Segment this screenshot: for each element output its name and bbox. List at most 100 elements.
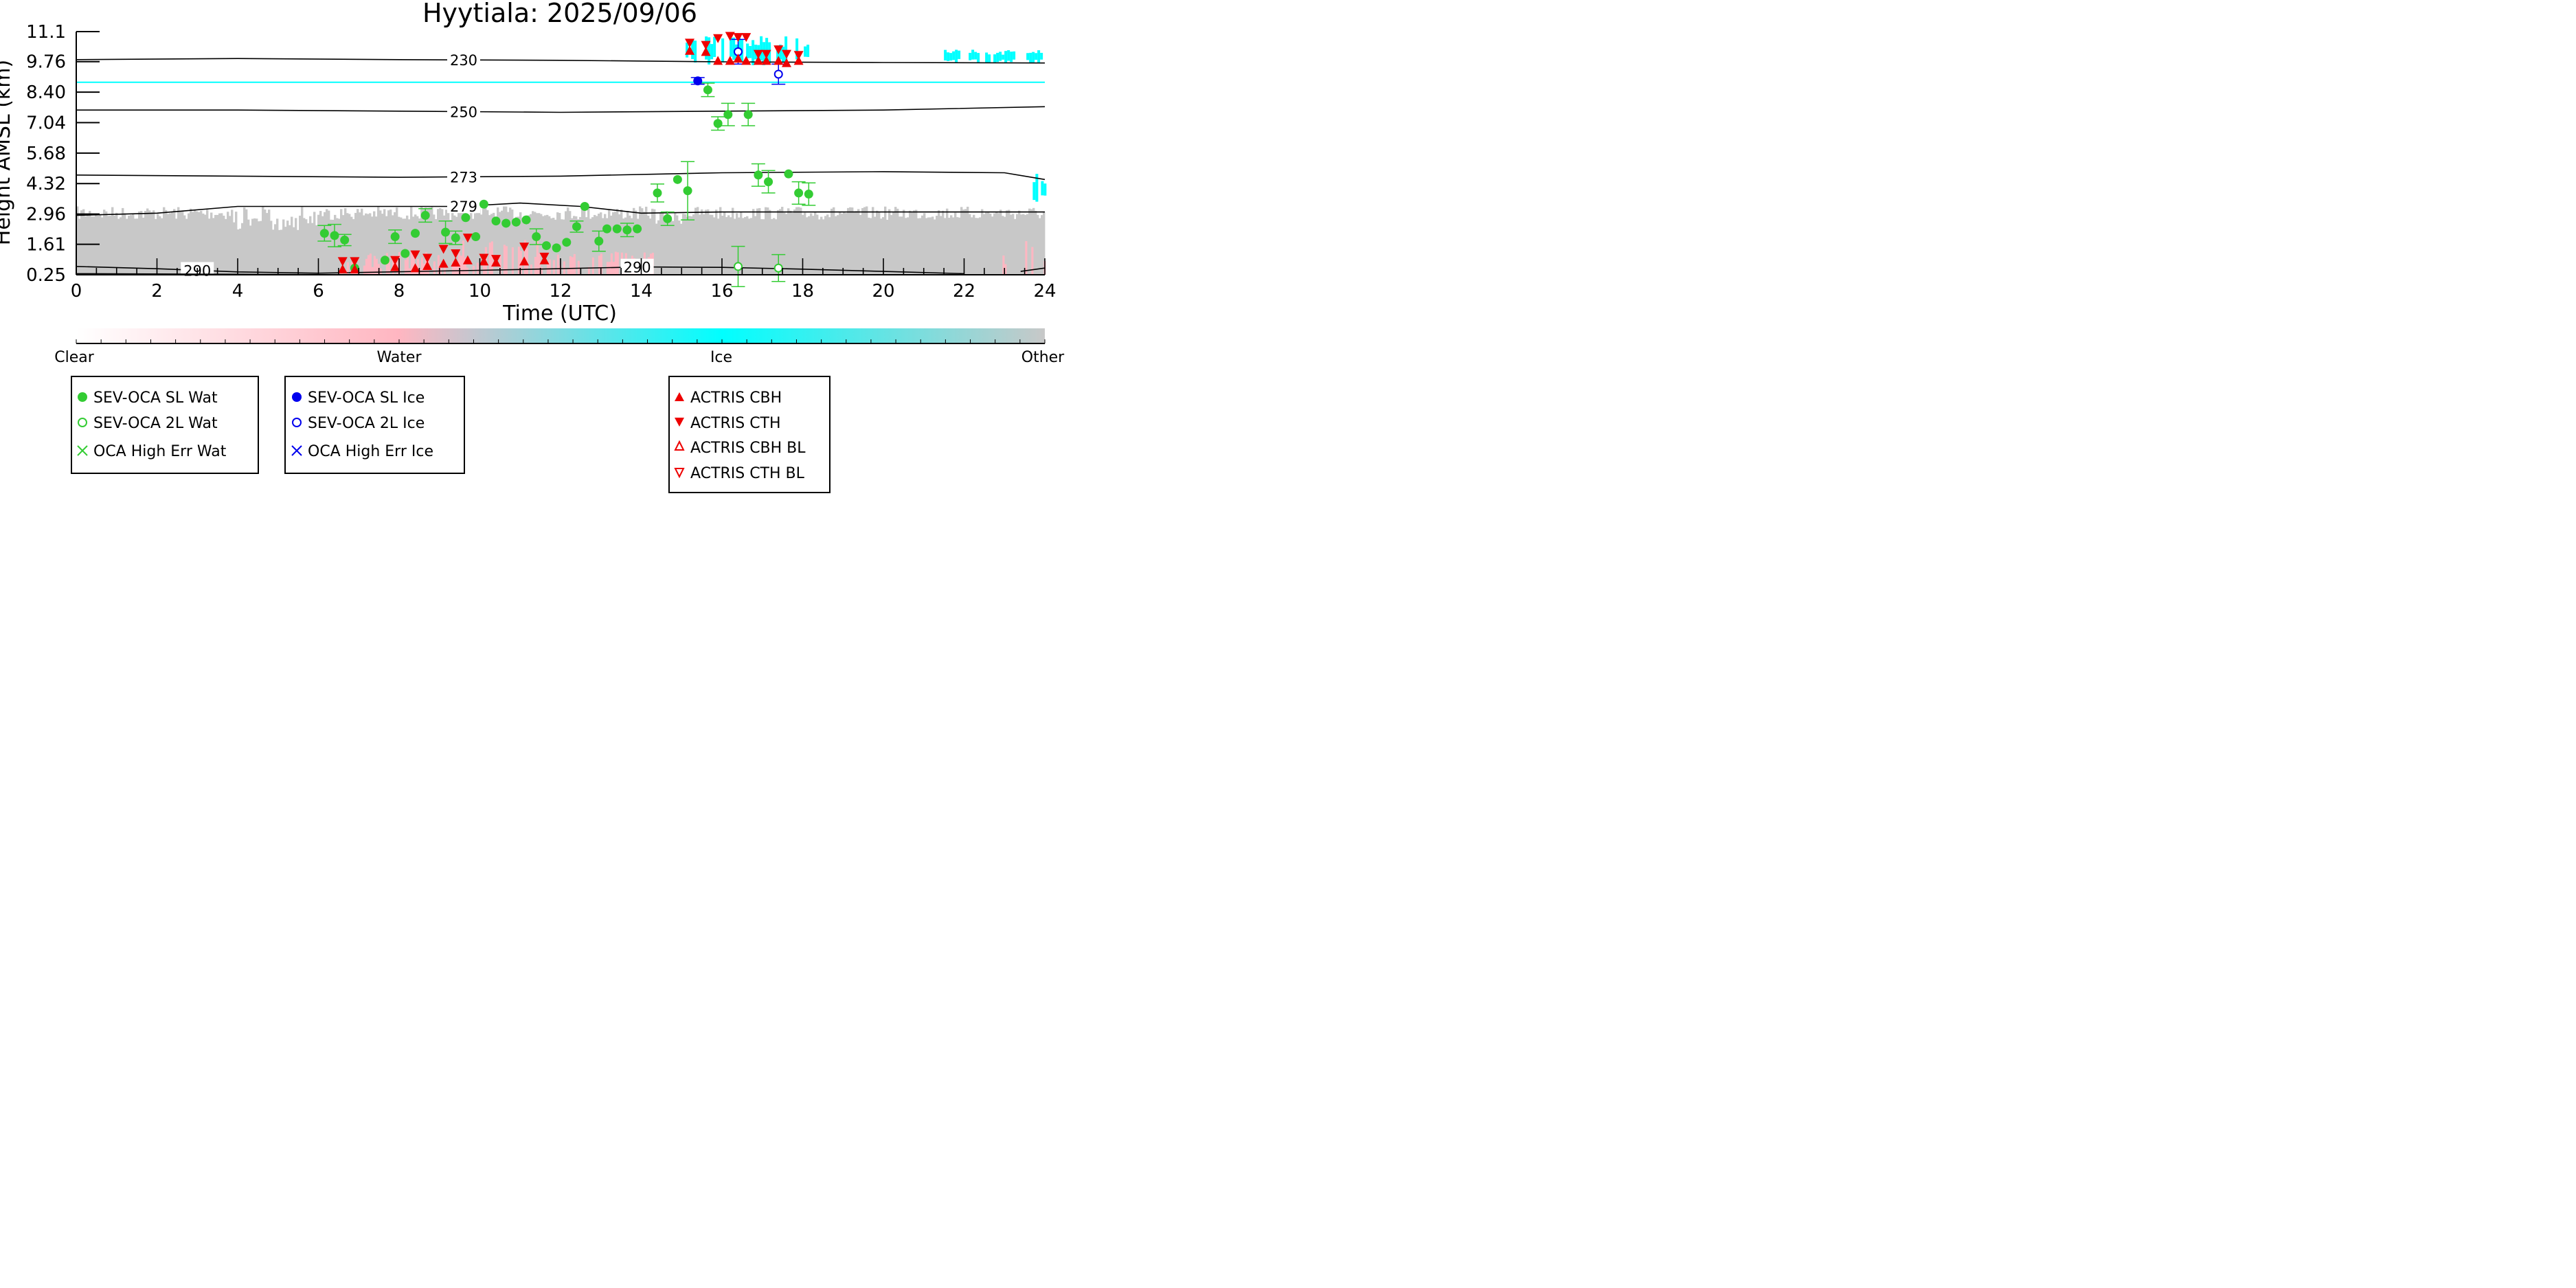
class-water-column (1004, 264, 1007, 275)
class-other-column (408, 219, 411, 275)
class-other-column (357, 209, 359, 275)
class-other-column (307, 223, 310, 275)
chart-title: Hyytiala: 2025/09/06 (422, 0, 697, 28)
legend-label-2l-ice: SEV-OCA 2L Ice (308, 415, 425, 432)
class-other-column (231, 210, 234, 275)
class-other-column (989, 214, 992, 275)
class-water-column (453, 260, 456, 275)
class-other-column (767, 207, 769, 275)
class-other-column (247, 219, 250, 275)
class-ice-column (1013, 51, 1016, 60)
class-other-column (138, 211, 141, 275)
class-other-column (126, 218, 128, 275)
class-other-column (639, 206, 642, 275)
marker-sev-oca-sl-wat (491, 216, 501, 226)
class-other-column (1032, 207, 1035, 275)
contour-label-bg (620, 258, 654, 274)
class-ice-column (952, 51, 956, 60)
class-other-column (495, 219, 497, 275)
class-other-column (958, 217, 961, 275)
class-other-column (713, 217, 716, 275)
class-other-column (758, 207, 761, 275)
marker-actris-cbh (350, 264, 360, 273)
class-other-column (1035, 211, 1037, 275)
class-other-column (577, 219, 580, 275)
class-other-column (964, 209, 967, 275)
class-other-column (136, 218, 139, 275)
class-other-column (886, 219, 889, 275)
class-other-column (925, 218, 928, 275)
class-ice-column (710, 44, 714, 60)
class-other-column (97, 215, 100, 275)
class-other-column (746, 216, 749, 275)
class-other-column (140, 211, 143, 275)
class-other-column (917, 218, 920, 275)
class-other-column (256, 218, 258, 275)
class-water-column (511, 247, 514, 275)
marker-sev-oca-sl-wat (340, 235, 350, 245)
class-ice-column (1035, 174, 1039, 202)
class-water-column (606, 262, 609, 275)
class-other-column (876, 210, 879, 275)
class-other-column (171, 212, 174, 275)
class-other-column (319, 211, 322, 275)
contour-label: 250 (450, 104, 477, 120)
marker-actris-cbh (685, 45, 694, 55)
class-ice-column (958, 50, 961, 59)
class-water-column (437, 255, 440, 275)
class-water-column (614, 251, 617, 275)
class-other-column (863, 207, 866, 275)
marker-actris-cth (685, 38, 694, 48)
class-other-column (1002, 216, 1004, 275)
class-other-column (969, 214, 971, 275)
class-other-column (468, 219, 471, 275)
marker-sev-oca-sl-wat (633, 224, 642, 234)
class-other-column (453, 215, 456, 275)
class-other-column (987, 212, 990, 275)
class-other-column (835, 216, 837, 275)
class-other-column (480, 214, 483, 275)
class-ice-column (993, 54, 997, 63)
class-other-column (377, 206, 380, 275)
class-other-column (849, 207, 852, 275)
marker-sev-oca-sl-wat (532, 232, 541, 242)
class-other-column (884, 206, 887, 275)
marker-sev-oca-sl-wat (612, 224, 622, 234)
class-other-column (175, 218, 178, 275)
class-other-column (756, 208, 759, 275)
class-other-column (633, 207, 635, 275)
class-other-column (775, 219, 778, 275)
class-other-column (404, 218, 407, 275)
class-other-column (80, 210, 83, 275)
class-ice-column (1029, 52, 1032, 63)
marker-actris-cth (782, 49, 791, 59)
legend-marker-2l-ice (292, 418, 302, 427)
class-water-column (608, 262, 611, 275)
class-other-column (381, 214, 384, 275)
class-other-column (482, 208, 485, 275)
class-other-column (148, 210, 151, 275)
class-water-column (387, 259, 390, 275)
class-other-column (911, 212, 914, 275)
class-other-column (373, 211, 376, 275)
marker-actris-cth (733, 33, 743, 43)
class-other-column (268, 210, 271, 275)
class-other-column (596, 216, 598, 275)
class-other-column (942, 210, 945, 275)
class-other-column (499, 212, 501, 275)
class-other-column (643, 212, 646, 275)
class-other-column (649, 218, 652, 275)
class-other-column (818, 219, 821, 275)
class-other-column (538, 213, 541, 275)
class-other-column (130, 215, 133, 275)
x-tick-label: 2 (151, 281, 163, 302)
marker-actris-cbh (761, 56, 771, 65)
class-other-column (1018, 210, 1021, 275)
class-water-column (587, 267, 590, 275)
class-ice-column (708, 37, 711, 65)
class-other-column (699, 214, 701, 275)
marker-actris-cth (410, 250, 420, 260)
marker-actris-cth (753, 49, 763, 59)
class-other-column (727, 215, 730, 275)
y-tick-label: 8.40 (26, 82, 66, 103)
